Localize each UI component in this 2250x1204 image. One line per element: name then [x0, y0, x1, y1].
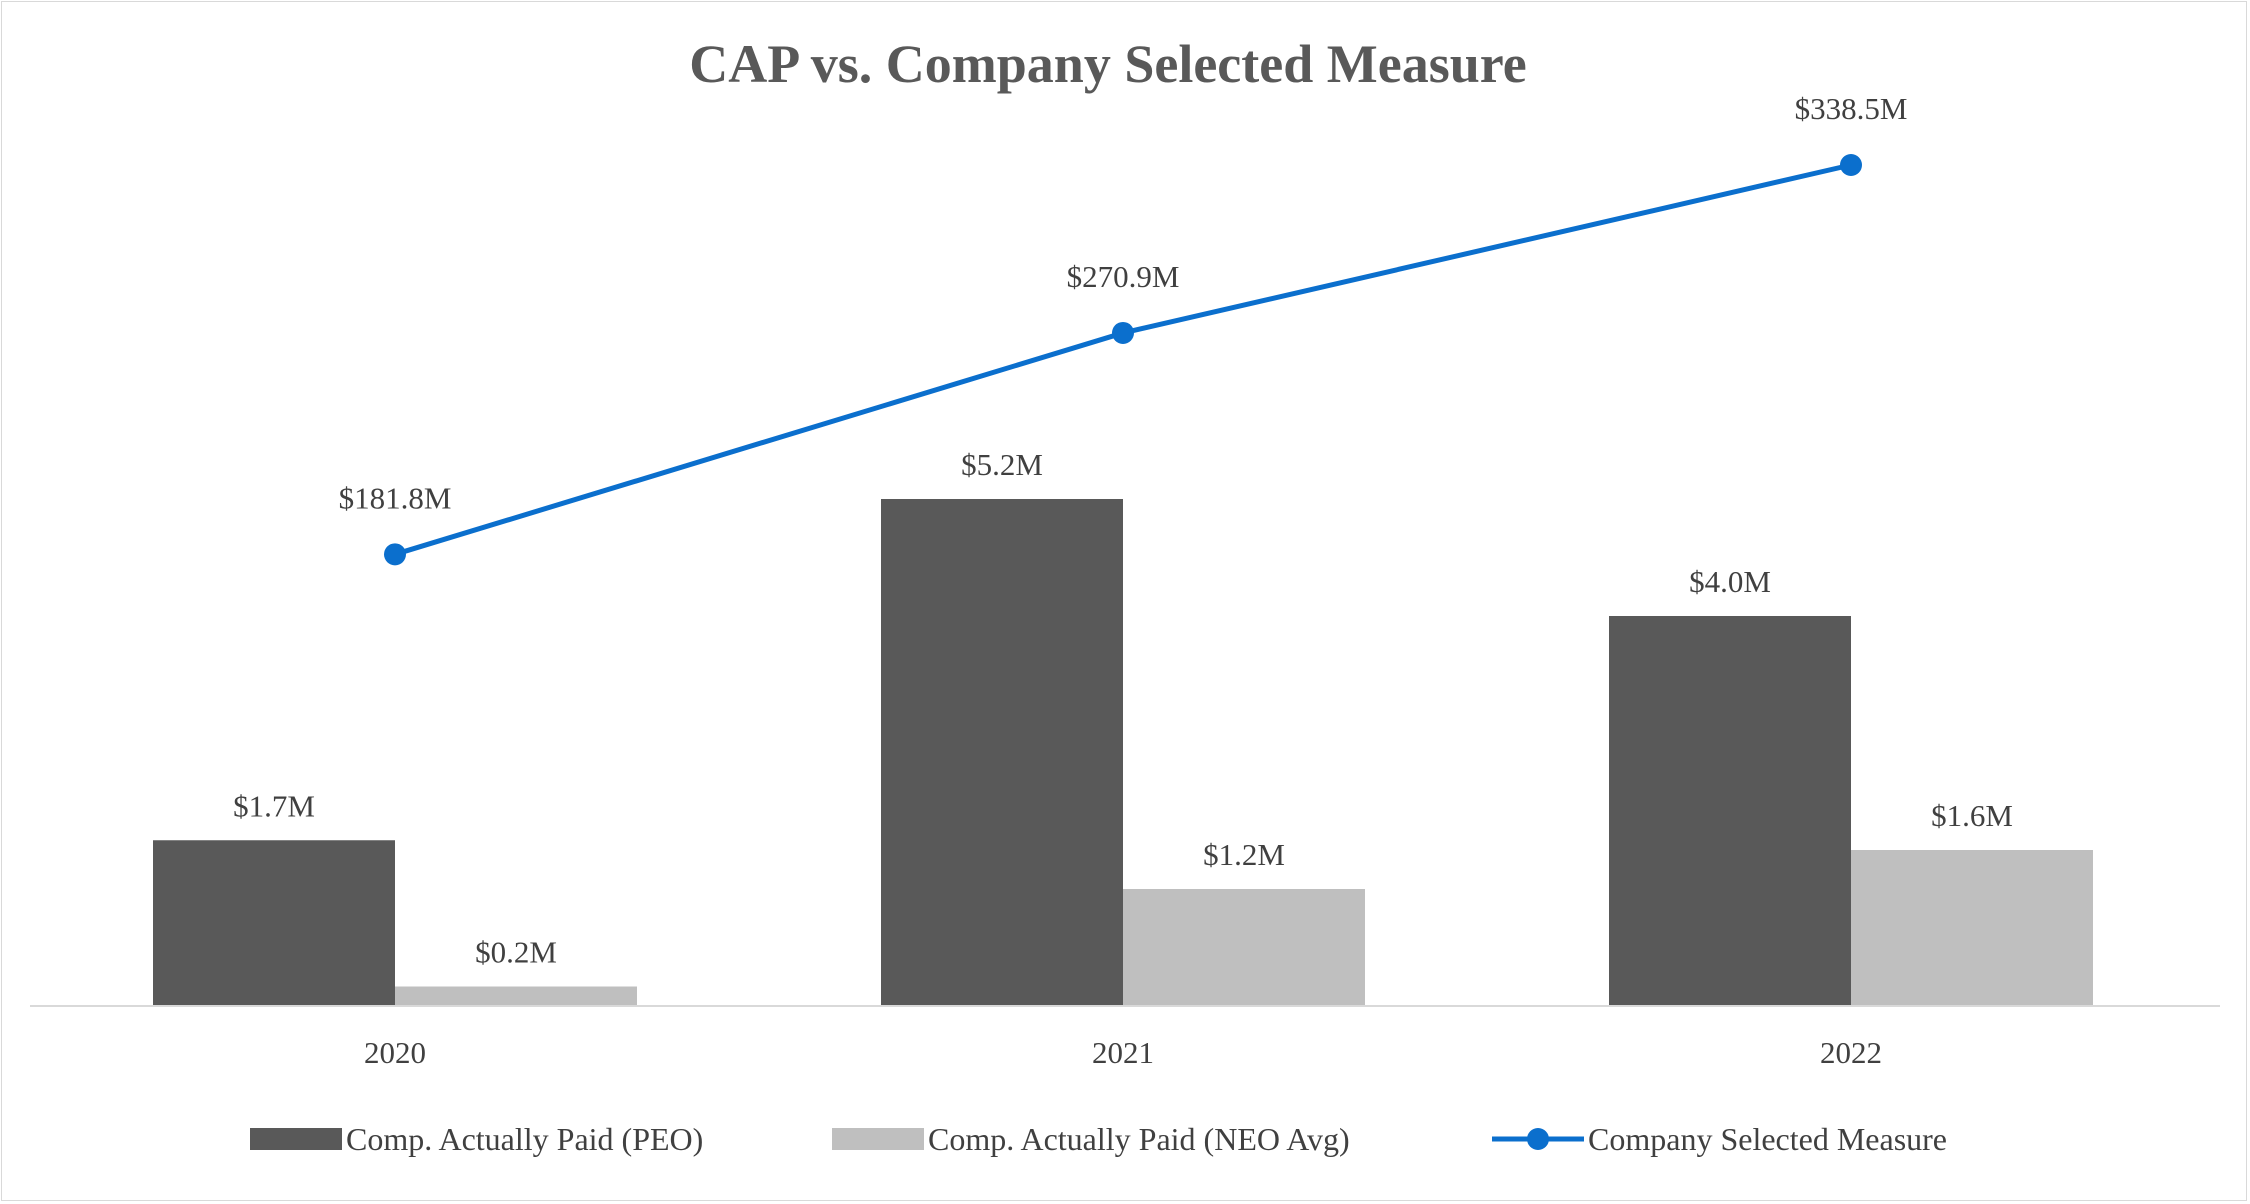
- bar-peo-2022: [1609, 616, 1851, 1006]
- legend-label: Comp. Actually Paid (NEO Avg): [928, 1121, 1350, 1157]
- legend-label: Comp. Actually Paid (PEO): [346, 1121, 703, 1157]
- x-tick-label: 2022: [1820, 1035, 1882, 1070]
- data-label: $4.0M: [1689, 564, 1771, 599]
- bar-neo-2020: [395, 986, 637, 1006]
- data-label: $181.8M: [339, 480, 452, 515]
- chart-title: CAP vs. Company Selected Measure: [689, 34, 1526, 94]
- data-label: $1.6M: [1931, 798, 2013, 833]
- data-label: $5.2M: [961, 447, 1043, 482]
- bar-neo-2022: [1851, 850, 2093, 1006]
- line-point-2022: [1840, 154, 1862, 176]
- legend-label: Company Selected Measure: [1588, 1121, 1947, 1157]
- bar-peo-2020: [153, 840, 395, 1006]
- x-tick-label: 2021: [1092, 1035, 1154, 1070]
- data-label: $338.5M: [1795, 91, 1908, 126]
- legend-marker: [1527, 1128, 1549, 1150]
- line-point-2021: [1112, 321, 1134, 344]
- legend-swatch: [832, 1128, 924, 1150]
- data-label: $1.7M: [233, 788, 315, 823]
- data-label: $0.2M: [475, 935, 557, 970]
- line-point-2020: [384, 543, 406, 566]
- data-label: $1.2M: [1203, 837, 1285, 872]
- legend-swatch: [250, 1128, 342, 1150]
- x-tick-label: 2020: [364, 1035, 426, 1070]
- bar-neo-2021: [1123, 889, 1365, 1006]
- line-company-selected-measure: [394, 162, 1852, 557]
- bar-peo-2021: [881, 499, 1123, 1006]
- data-label: $270.9M: [1067, 259, 1180, 294]
